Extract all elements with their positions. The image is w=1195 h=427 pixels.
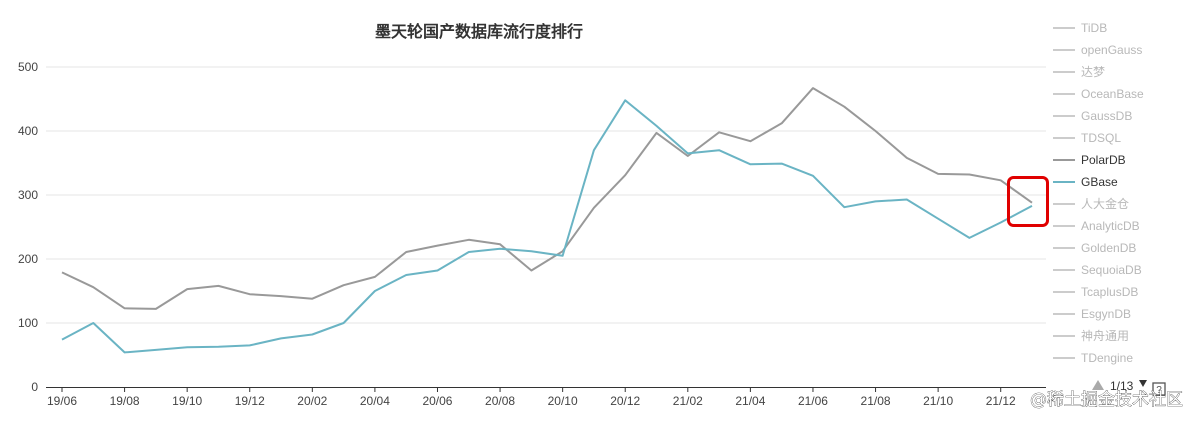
svg-text:?: ? bbox=[1156, 385, 1162, 396]
legend[interactable]: TiDB openGauss 达梦 OceanBase GaussDB TDSQL Pola… bbox=[1053, 21, 1144, 365]
legend-label: openGauss bbox=[1081, 43, 1142, 57]
y-axis: 0 100 200 300 400 500 bbox=[18, 60, 38, 394]
legend-item[interactable]: TDSQL bbox=[1053, 131, 1121, 145]
legend-item[interactable]: 人大金仓 bbox=[1053, 196, 1129, 211]
legend-item[interactable]: EsgynDB bbox=[1053, 307, 1131, 321]
x-tick-label: 21/10 bbox=[923, 394, 953, 408]
legend-item[interactable]: openGauss bbox=[1053, 43, 1142, 57]
y-tick-label: 100 bbox=[18, 316, 38, 330]
legend-pager[interactable]: 1/13 bbox=[1092, 379, 1147, 393]
legend-label: 神舟通用 bbox=[1081, 329, 1129, 343]
legend-label: TiDB bbox=[1081, 21, 1107, 35]
legend-label: TcaplusDB bbox=[1081, 285, 1138, 299]
legend-item[interactable]: 神舟通用 bbox=[1053, 329, 1129, 343]
legend-item[interactable]: TcaplusDB bbox=[1053, 285, 1138, 299]
x-tick-label: 20/02 bbox=[297, 394, 327, 408]
x-tick-label: 20/12 bbox=[610, 394, 640, 408]
y-tick-label: 400 bbox=[18, 124, 38, 138]
x-tick-label: 21/06 bbox=[798, 394, 828, 408]
legend-label: 达梦 bbox=[1081, 65, 1105, 79]
x-axis: 19/06 19/08 19/10 19/12 20/02 20/04 20/06 20/08… bbox=[46, 387, 1046, 408]
legend-item[interactable]: GoldenDB bbox=[1053, 241, 1136, 255]
legend-item[interactable]: AnalyticDB bbox=[1053, 219, 1140, 233]
legend-item[interactable]: PolarDB bbox=[1053, 153, 1126, 167]
y-tick-label: 300 bbox=[18, 188, 38, 202]
legend-label: OceanBase bbox=[1081, 87, 1144, 101]
series-group bbox=[61, 87, 1033, 354]
grid-lines bbox=[46, 66, 1046, 324]
legend-item[interactable]: GBase bbox=[1053, 175, 1118, 189]
legend-item[interactable]: OceanBase bbox=[1053, 87, 1144, 101]
legend-item[interactable]: TDengine bbox=[1053, 351, 1133, 365]
legend-label: 人大金仓 bbox=[1081, 196, 1129, 211]
x-tick-label: 19/06 bbox=[47, 394, 77, 408]
pager-up-arrow-icon[interactable] bbox=[1092, 380, 1104, 390]
legend-label: GBase bbox=[1081, 175, 1118, 189]
legend-label: SequoiaDB bbox=[1081, 263, 1142, 277]
x-tick-label: 21/02 bbox=[673, 394, 703, 408]
series-line-gbase bbox=[61, 99, 1033, 354]
x-tick-label: 20/06 bbox=[422, 394, 452, 408]
x-tick-label: 21/04 bbox=[735, 394, 765, 408]
x-tick-label: 19/10 bbox=[172, 394, 202, 408]
x-tick-label: 20/10 bbox=[548, 394, 578, 408]
x-tick-label: 21/12 bbox=[986, 394, 1016, 408]
x-tick-label: 21/08 bbox=[861, 394, 891, 408]
legend-label: AnalyticDB bbox=[1081, 219, 1140, 233]
highlight-box bbox=[1007, 176, 1049, 227]
chart-title: 墨天轮国产数据库流行度排行 bbox=[375, 22, 583, 41]
pager-text: 1/13 bbox=[1110, 379, 1134, 393]
legend-item[interactable]: 达梦 bbox=[1053, 65, 1105, 79]
legend-label: TDengine bbox=[1081, 351, 1133, 365]
legend-label: GaussDB bbox=[1081, 109, 1132, 123]
legend-label: EsgynDB bbox=[1081, 307, 1131, 321]
x-tick-label: 19/08 bbox=[110, 394, 140, 408]
x-tick-label: 20/08 bbox=[485, 394, 515, 408]
watermark-text: @稀土掘金技术社区 bbox=[1030, 390, 1183, 410]
legend-item[interactable]: SequoiaDB bbox=[1053, 263, 1142, 277]
legend-label: GoldenDB bbox=[1081, 241, 1136, 255]
legend-label: PolarDB bbox=[1081, 153, 1126, 167]
x-tick-label: 19/12 bbox=[235, 394, 265, 408]
legend-item[interactable]: GaussDB bbox=[1053, 109, 1132, 123]
x-tick-label: 20/04 bbox=[360, 394, 390, 408]
pager-down-arrow-icon[interactable] bbox=[1139, 380, 1147, 387]
legend-item[interactable]: TiDB bbox=[1053, 21, 1107, 35]
y-tick-label: 0 bbox=[31, 380, 38, 394]
y-tick-label: 500 bbox=[18, 60, 38, 74]
legend-label: TDSQL bbox=[1081, 131, 1121, 145]
y-tick-label: 200 bbox=[18, 252, 38, 266]
series-line-polardb bbox=[61, 87, 1033, 310]
help-icon[interactable]: ? bbox=[1152, 382, 1166, 396]
